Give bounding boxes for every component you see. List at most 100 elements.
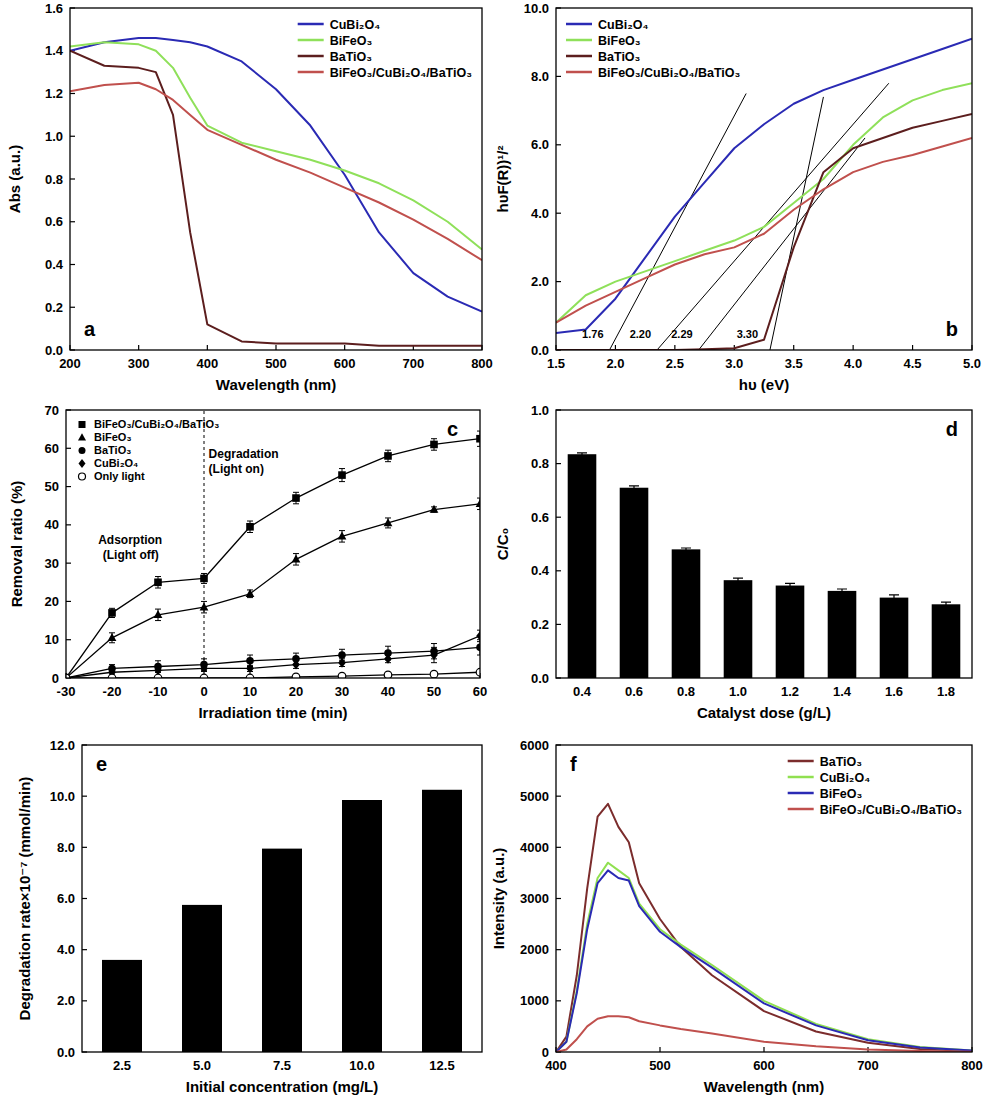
x-tick xyxy=(207,345,208,350)
bar xyxy=(568,454,597,678)
bar xyxy=(776,586,805,678)
y-tick xyxy=(556,624,561,625)
x-tick-label: 5.0 xyxy=(193,1058,211,1073)
annotation: 1.76 xyxy=(582,328,603,340)
y-tick-label: 0.8 xyxy=(531,456,549,471)
x-tick xyxy=(793,345,794,350)
y-tick-label: 2.0 xyxy=(531,274,549,289)
y-tick-label: 70 xyxy=(45,403,59,418)
data-point xyxy=(338,532,347,540)
legend-label: CuBi₂O₄ xyxy=(820,771,870,785)
data-point xyxy=(154,610,163,618)
x-tick xyxy=(138,345,139,350)
x-tick-label: 1.6 xyxy=(885,684,903,699)
annotation: 2.20 xyxy=(630,328,651,340)
data-point xyxy=(292,660,300,670)
y-tick-label: 1.4 xyxy=(45,43,64,58)
y-tick-label: 0.8 xyxy=(45,172,63,187)
series-line xyxy=(66,647,480,678)
y-tick xyxy=(556,949,561,950)
legend-label: BiFeO₃/CuBi₂O₄/BaTiO₃ xyxy=(330,66,473,80)
x-tick-label: 600 xyxy=(753,1058,775,1073)
y-tick xyxy=(66,639,71,640)
legend-label: BiFeO₃ xyxy=(820,787,863,801)
y-tick-label: 2.0 xyxy=(57,993,75,1008)
x-tick-label: 0.4 xyxy=(573,684,592,699)
y-tick xyxy=(556,847,561,848)
legend: CuBi₂O₄BiFeO₃BaTiO₃BiFeO₃/CuBi₂O₄/BaTiO₃ xyxy=(298,18,473,80)
y-tick xyxy=(556,517,561,518)
error-bar xyxy=(201,573,207,583)
y-tick-label: 10 xyxy=(45,632,59,647)
error-bar xyxy=(733,578,743,582)
y-tick-label: 60 xyxy=(45,441,59,456)
data-point xyxy=(200,575,208,583)
x-tick-label: 400 xyxy=(545,1058,567,1073)
x-tick-label: 3.5 xyxy=(785,356,803,371)
figure: 0.00.20.40.60.81.01.21.41.62003004005006… xyxy=(0,0,986,1099)
x-tick-label: 10 xyxy=(243,684,257,699)
y-tick-label: 0.0 xyxy=(531,671,549,686)
plot-frame xyxy=(70,8,482,350)
panel: 0.00.20.40.60.81.00.40.60.81.01.21.41.61… xyxy=(494,403,972,722)
y-tick xyxy=(556,281,561,282)
tangent-line xyxy=(609,94,746,351)
x-tick xyxy=(659,1047,660,1052)
legend-label: BiFeO₃/CuBi₂O₄/BaTiO₃ xyxy=(598,66,741,80)
legend-label: BaTiO₃ xyxy=(598,50,641,64)
y-tick-label: 0.6 xyxy=(45,214,63,229)
y-tick xyxy=(82,847,87,848)
legend-label: CuBi₂O₄ xyxy=(94,457,138,469)
background xyxy=(0,0,986,1099)
y-tick-label: 50 xyxy=(45,479,59,494)
data-point xyxy=(430,505,439,513)
y-tick-label: 20 xyxy=(45,594,59,609)
x-tick xyxy=(275,345,276,350)
bar xyxy=(672,549,701,678)
data-point xyxy=(384,452,392,460)
legend-swatch xyxy=(788,760,814,763)
y-axis-label: Removal ratio (%) xyxy=(8,481,25,608)
x-tick-label: 800 xyxy=(961,1058,983,1073)
y-tick-label: 10.0 xyxy=(50,789,75,804)
y-tick-label: 10.0 xyxy=(524,1,549,16)
legend-swatch xyxy=(566,23,592,26)
legend-label: BiFeO₃/CuBi₂O₄/BaTiO₃ xyxy=(94,418,219,430)
legend-label: CuBi₂O₄ xyxy=(330,18,380,32)
y-tick-label: 5000 xyxy=(520,789,549,804)
x-tick-label: 1.0 xyxy=(729,684,747,699)
x-tick-label: 10.0 xyxy=(349,1058,374,1073)
y-tick-label: 12.0 xyxy=(50,738,75,753)
data-point xyxy=(246,523,254,531)
legend-swatch xyxy=(788,776,814,779)
y-tick xyxy=(82,796,87,797)
y-tick xyxy=(70,264,75,265)
plot-area xyxy=(102,790,462,1052)
legend-swatch xyxy=(566,71,592,74)
legend-marker xyxy=(79,473,86,480)
data-point xyxy=(246,657,254,665)
annotation: Adsorption xyxy=(98,533,162,547)
error-bar xyxy=(339,469,345,482)
x-tick-label: 20 xyxy=(289,684,303,699)
legend-swatch xyxy=(788,792,814,795)
y-tick xyxy=(66,524,71,525)
bar xyxy=(828,591,857,678)
y-tick-label: 4.0 xyxy=(57,942,75,957)
series-line xyxy=(70,51,482,346)
y-tick-label: 8.0 xyxy=(57,840,75,855)
x-tick-label: 7.5 xyxy=(273,1058,291,1073)
bar xyxy=(182,905,222,1052)
error-bar xyxy=(385,450,391,461)
x-tick-label: 0 xyxy=(200,684,207,699)
plot-frame xyxy=(556,410,972,678)
series-line xyxy=(556,83,972,322)
data-point xyxy=(200,602,209,610)
y-axis-label: Abs (a.u.) xyxy=(6,145,23,213)
x-tick-label: 2.5 xyxy=(113,1058,131,1073)
x-axis-label: Irradiation time (min) xyxy=(198,704,347,721)
legend: BiFeO₃/CuBi₂O₄/BaTiO₃BiFeO₃BaTiO₃CuBi₂O₄… xyxy=(78,418,219,482)
bar xyxy=(932,604,961,678)
data-point xyxy=(154,578,162,586)
x-tick xyxy=(763,1047,764,1052)
